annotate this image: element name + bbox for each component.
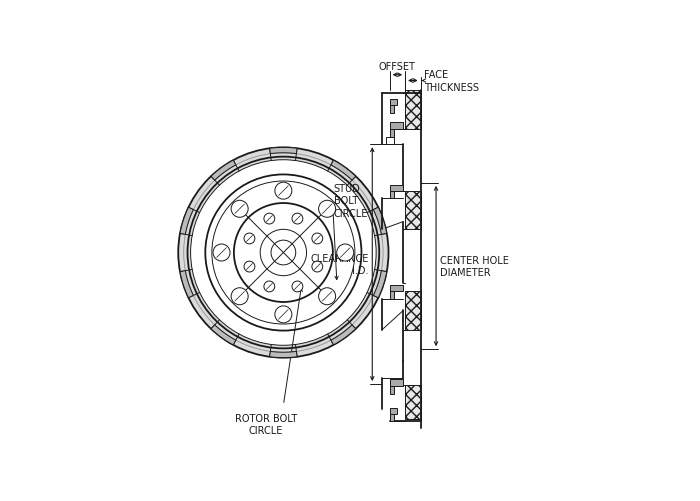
Bar (386, 137, 393, 145)
Circle shape (213, 244, 230, 262)
Polygon shape (180, 271, 193, 298)
Circle shape (318, 288, 335, 305)
Bar (390, 106, 393, 113)
Bar (390, 191, 393, 199)
Bar (390, 286, 403, 292)
Bar (390, 185, 403, 191)
Bar (390, 292, 393, 299)
Circle shape (231, 288, 248, 305)
Circle shape (292, 214, 303, 224)
Bar (405, 292, 421, 330)
Polygon shape (211, 325, 236, 345)
Circle shape (292, 282, 303, 292)
Circle shape (337, 244, 354, 262)
Polygon shape (270, 352, 297, 358)
Circle shape (275, 306, 292, 323)
Bar (390, 123, 403, 130)
Polygon shape (331, 325, 356, 345)
Circle shape (318, 201, 335, 218)
Polygon shape (373, 208, 387, 235)
Bar (390, 100, 398, 106)
Circle shape (244, 233, 255, 244)
Bar (390, 414, 393, 421)
Bar (405, 191, 421, 230)
Text: STUD
BOLT
CIRCLE: STUD BOLT CIRCLE (334, 183, 368, 218)
Bar (390, 386, 393, 394)
Text: FACE
THICKNESS: FACE THICKNESS (424, 70, 480, 93)
Bar (390, 379, 403, 386)
Polygon shape (373, 271, 387, 298)
Circle shape (231, 201, 248, 218)
Polygon shape (331, 161, 356, 181)
Circle shape (244, 262, 255, 273)
Bar (405, 385, 421, 420)
Bar (390, 130, 393, 137)
Circle shape (312, 233, 323, 244)
Polygon shape (211, 161, 236, 181)
Text: CENTER HOLE
DIAMETER: CENTER HOLE DIAMETER (440, 256, 509, 278)
Polygon shape (180, 208, 193, 235)
Polygon shape (270, 148, 297, 154)
Circle shape (275, 183, 292, 200)
Bar (390, 408, 398, 414)
Text: ROTOR BOLT
CIRCLE: ROTOR BOLT CIRCLE (235, 413, 297, 435)
Bar (405, 91, 421, 130)
Text: CLEARANCE
I.D.: CLEARANCE I.D. (310, 254, 368, 276)
Circle shape (312, 262, 323, 273)
Circle shape (264, 282, 274, 292)
Text: OFFSET: OFFSET (379, 62, 416, 72)
Circle shape (264, 214, 274, 224)
